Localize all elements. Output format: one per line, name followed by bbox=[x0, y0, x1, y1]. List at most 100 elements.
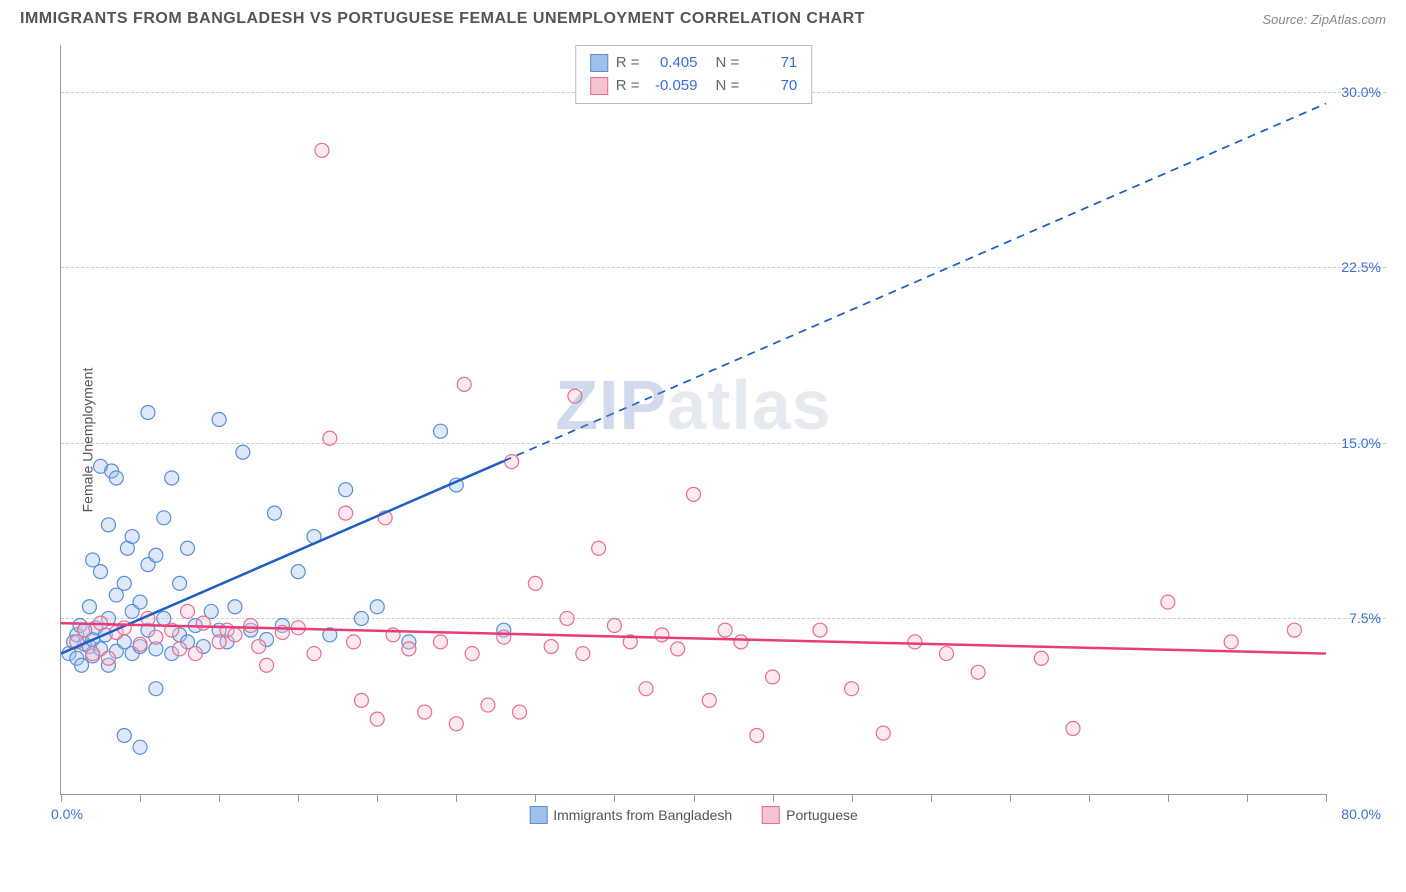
x-tick bbox=[614, 794, 615, 802]
data-point bbox=[267, 506, 281, 520]
r-value-bangladesh: 0.405 bbox=[648, 52, 698, 75]
data-point bbox=[94, 565, 108, 579]
data-point bbox=[734, 635, 748, 649]
x-tick bbox=[1089, 794, 1090, 802]
data-point bbox=[339, 483, 353, 497]
x-tick bbox=[773, 794, 774, 802]
data-point bbox=[766, 670, 780, 684]
x-tick bbox=[1326, 794, 1327, 802]
data-point bbox=[149, 682, 163, 696]
data-point bbox=[876, 726, 890, 740]
data-point bbox=[291, 565, 305, 579]
data-point bbox=[212, 413, 226, 427]
correlation-stats-box: R = 0.405 N = 71 R = -0.059 N = 70 bbox=[575, 45, 813, 104]
data-point bbox=[133, 595, 147, 609]
regression-line-solid bbox=[61, 623, 1326, 653]
r-label: R = bbox=[616, 52, 640, 75]
r-value-portuguese: -0.059 bbox=[648, 75, 698, 98]
legend: Immigrants from Bangladesh Portuguese bbox=[529, 806, 858, 824]
data-point bbox=[1287, 623, 1301, 637]
x-tick bbox=[61, 794, 62, 802]
x-tick bbox=[694, 794, 695, 802]
data-point bbox=[592, 541, 606, 555]
data-point bbox=[481, 698, 495, 712]
x-tick bbox=[535, 794, 536, 802]
data-point bbox=[109, 471, 123, 485]
data-point bbox=[813, 623, 827, 637]
legend-swatch-bangladesh bbox=[529, 806, 547, 824]
x-max-label: 80.0% bbox=[1341, 806, 1381, 822]
data-point bbox=[971, 665, 985, 679]
x-tick bbox=[1247, 794, 1248, 802]
scatter-svg bbox=[61, 45, 1326, 794]
data-point bbox=[307, 647, 321, 661]
n-value-portuguese: 70 bbox=[747, 75, 797, 98]
source-name: ZipAtlas.com bbox=[1311, 12, 1386, 27]
data-point bbox=[568, 389, 582, 403]
legend-label-portuguese: Portuguese bbox=[786, 807, 858, 823]
data-point bbox=[370, 712, 384, 726]
data-point bbox=[141, 405, 155, 419]
data-point bbox=[133, 637, 147, 651]
data-point bbox=[671, 642, 685, 656]
data-point bbox=[228, 628, 242, 642]
y-tick-label: 15.0% bbox=[1341, 435, 1381, 451]
data-point bbox=[78, 623, 92, 637]
x-tick bbox=[298, 794, 299, 802]
header: IMMIGRANTS FROM BANGLADESH VS PORTUGUESE… bbox=[0, 0, 1406, 33]
data-point bbox=[117, 576, 131, 590]
y-tick-label: 22.5% bbox=[1341, 259, 1381, 275]
data-point bbox=[465, 647, 479, 661]
regression-line-dashed bbox=[504, 104, 1326, 462]
data-point bbox=[434, 424, 448, 438]
y-tick-label: 30.0% bbox=[1341, 84, 1381, 100]
data-point bbox=[370, 600, 384, 614]
legend-item-bangladesh: Immigrants from Bangladesh bbox=[529, 806, 732, 824]
data-point bbox=[339, 506, 353, 520]
data-point bbox=[1161, 595, 1175, 609]
data-point bbox=[845, 682, 859, 696]
data-point bbox=[323, 431, 337, 445]
data-point bbox=[165, 471, 179, 485]
data-point bbox=[149, 630, 163, 644]
r-label: R = bbox=[616, 75, 640, 98]
data-point bbox=[750, 728, 764, 742]
data-point bbox=[86, 647, 100, 661]
x-tick bbox=[1010, 794, 1011, 802]
data-point bbox=[117, 728, 131, 742]
data-point bbox=[252, 640, 266, 654]
data-point bbox=[687, 487, 701, 501]
legend-swatch-portuguese bbox=[762, 806, 780, 824]
data-point bbox=[228, 600, 242, 614]
data-point bbox=[528, 576, 542, 590]
x-tick bbox=[931, 794, 932, 802]
swatch-bangladesh bbox=[590, 54, 608, 72]
data-point bbox=[75, 658, 89, 672]
data-point bbox=[354, 693, 368, 707]
swatch-portuguese bbox=[590, 77, 608, 95]
data-point bbox=[702, 693, 716, 707]
x-tick bbox=[1168, 794, 1169, 802]
data-point bbox=[125, 530, 139, 544]
data-point bbox=[181, 604, 195, 618]
data-point bbox=[418, 705, 432, 719]
data-point bbox=[505, 455, 519, 469]
data-point bbox=[1034, 651, 1048, 665]
y-tick-label: 7.5% bbox=[1349, 610, 1381, 626]
data-point bbox=[497, 630, 511, 644]
stats-row-portuguese: R = -0.059 N = 70 bbox=[590, 75, 798, 98]
data-point bbox=[940, 647, 954, 661]
source-attribution: Source: ZipAtlas.com bbox=[1262, 12, 1386, 27]
data-point bbox=[347, 635, 361, 649]
source-prefix: Source: bbox=[1262, 12, 1310, 27]
x-tick bbox=[852, 794, 853, 802]
stats-row-bangladesh: R = 0.405 N = 71 bbox=[590, 52, 798, 75]
data-point bbox=[260, 658, 274, 672]
data-point bbox=[181, 541, 195, 555]
data-point bbox=[449, 717, 463, 731]
data-point bbox=[908, 635, 922, 649]
data-point bbox=[434, 635, 448, 649]
legend-item-portuguese: Portuguese bbox=[762, 806, 858, 824]
plot-area: ZIPatlas R = 0.405 N = 71 R = -0.059 N =… bbox=[60, 45, 1326, 795]
data-point bbox=[196, 616, 210, 630]
